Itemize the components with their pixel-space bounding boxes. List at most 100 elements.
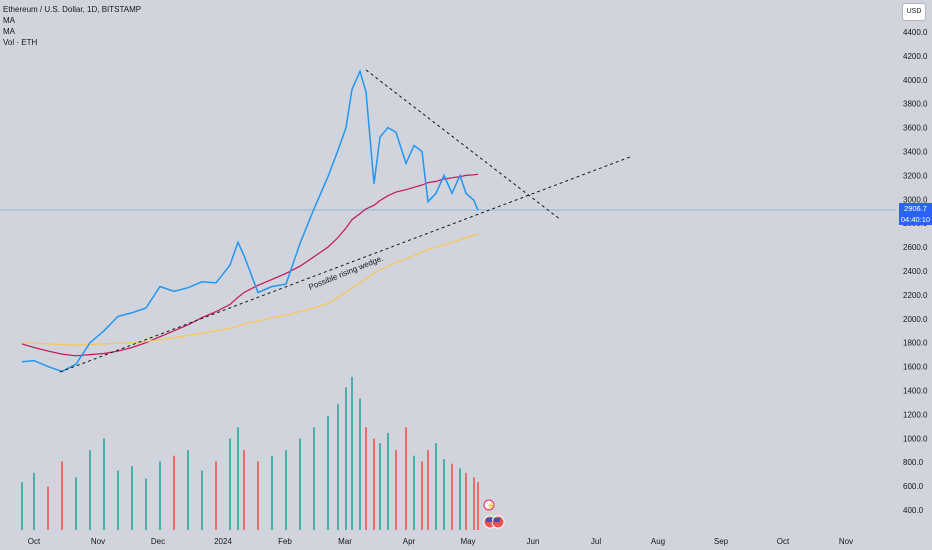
volume-bars xyxy=(21,376,479,530)
volume-bar xyxy=(373,438,375,530)
flag-canton-2 xyxy=(494,518,500,522)
volume-bar xyxy=(421,461,423,530)
volume-bar xyxy=(33,472,35,530)
time-tick-label: Mar xyxy=(338,537,352,546)
price-axis[interactable]: 4400.0 4200.0 4000.0 3800.0 3600.0 3400.0 3200… xyxy=(903,28,928,515)
price-tick-label: 2000.0 xyxy=(903,315,928,324)
volume-bar xyxy=(89,450,91,530)
flag-canton-1 xyxy=(486,518,492,522)
time-tick-label: 2024 xyxy=(214,537,232,546)
volume-bar xyxy=(131,466,133,530)
volume-bar xyxy=(61,461,63,530)
volume-bar xyxy=(451,463,453,530)
volume-bar xyxy=(477,482,479,530)
lightning-icon: ⚡ xyxy=(487,501,496,510)
volume-bar xyxy=(427,450,429,530)
volume-bar xyxy=(229,438,231,530)
volume-bar xyxy=(145,478,147,530)
volume-bar xyxy=(345,387,347,530)
volume-bar xyxy=(75,477,77,530)
time-tick-label: Oct xyxy=(777,537,790,546)
volume-bar xyxy=(47,486,49,530)
volume-bar xyxy=(465,472,467,530)
time-tick-label: Nov xyxy=(91,537,105,546)
time-tick-label: May xyxy=(460,537,475,546)
ma-fast-line[interactable] xyxy=(21,173,479,357)
chart-legend: Ethereum / U.S. Dollar, 1D, BITSTAMP MA … xyxy=(3,4,141,48)
price-tick-label: 1800.0 xyxy=(903,339,928,348)
time-tick-label: Jun xyxy=(527,537,540,546)
bar-countdown: 04:40:10 xyxy=(900,215,931,224)
price-tick-label: 3800.0 xyxy=(903,100,928,109)
volume-bar xyxy=(159,461,161,530)
symbol-title[interactable]: Ethereum / U.S. Dollar, 1D, BITSTAMP xyxy=(3,5,142,14)
price-tick-label: 3400.0 xyxy=(903,148,928,157)
time-tick-label: Apr xyxy=(403,537,416,546)
price-tick-label: 2200.0 xyxy=(903,291,928,300)
currency-button[interactable]: USD xyxy=(902,3,926,21)
volume-bar xyxy=(405,427,407,530)
volume-bar xyxy=(327,415,329,530)
volume-bar xyxy=(117,470,119,530)
price-tick-label: 2600.0 xyxy=(903,243,928,252)
time-tick-label: Aug xyxy=(651,537,665,546)
last-price-value: 2906.7 xyxy=(904,204,927,213)
time-tick-label: Oct xyxy=(28,537,41,546)
price-tick-label: 600.0 xyxy=(903,482,924,491)
ma-indicator-label-2[interactable]: MA xyxy=(3,27,15,36)
moving-averages xyxy=(21,173,479,357)
last-price-badge: 2906.7 04:40:10 xyxy=(899,203,932,225)
volume-bar xyxy=(21,482,23,530)
time-tick-label: Dec xyxy=(151,537,165,546)
volume-bar xyxy=(413,455,415,530)
volume-bar xyxy=(173,455,175,530)
volume-bar xyxy=(271,455,273,530)
price-tick-label: 1200.0 xyxy=(903,410,928,419)
volume-bar xyxy=(313,427,315,530)
volume-bar xyxy=(379,443,381,530)
volume-bar xyxy=(435,443,437,530)
volume-bar xyxy=(337,404,339,530)
price-tick-label: 2400.0 xyxy=(903,267,928,276)
price-line[interactable] xyxy=(21,69,479,373)
volume-bar xyxy=(351,376,353,530)
volume-bar xyxy=(299,438,301,530)
time-tick-label: Jul xyxy=(591,537,601,546)
volume-indicator-label[interactable]: Vol · ETH xyxy=(3,38,38,47)
volume-bar xyxy=(285,450,287,530)
time-tick-label: Sep xyxy=(714,537,729,546)
price-tick-label: 400.0 xyxy=(903,506,924,515)
price-tick-label: 3000.0 xyxy=(903,195,928,204)
volume-bar xyxy=(443,459,445,530)
volume-bar xyxy=(473,477,475,530)
volume-bar xyxy=(395,450,397,530)
volume-bar xyxy=(215,461,217,530)
volume-bar xyxy=(187,450,189,530)
price-tick-label: 3600.0 xyxy=(903,124,928,133)
time-tick-label: Feb xyxy=(278,537,292,546)
volume-bar xyxy=(365,427,367,530)
volume-bar xyxy=(243,450,245,530)
volume-bar xyxy=(237,427,239,530)
trendlines xyxy=(59,69,631,373)
volume-bar xyxy=(103,438,105,530)
volume-bar xyxy=(257,461,259,530)
volume-bar xyxy=(459,468,461,530)
ma-indicator-label-1[interactable]: MA xyxy=(3,16,15,25)
event-markers: ⚡ xyxy=(483,499,505,529)
volume-bar xyxy=(359,398,361,530)
price-tick-label: 4200.0 xyxy=(903,52,928,61)
price-line-group xyxy=(21,69,479,373)
price-tick-label: 1000.0 xyxy=(903,434,928,443)
price-tick-label: 3200.0 xyxy=(903,171,928,180)
time-tick-label: Nov xyxy=(839,537,853,546)
price-tick-label: 1400.0 xyxy=(903,387,928,396)
price-tick-label: 4000.0 xyxy=(903,76,928,85)
time-axis[interactable]: Oct Nov Dec 2024 Feb Mar Apr May Jun Jul Aug Sep Oct… xyxy=(28,537,853,546)
volume-bar xyxy=(387,432,389,530)
ma-slow-line[interactable] xyxy=(21,233,479,346)
volume-bar xyxy=(201,470,203,530)
event-flash-marker[interactable] xyxy=(483,499,495,511)
